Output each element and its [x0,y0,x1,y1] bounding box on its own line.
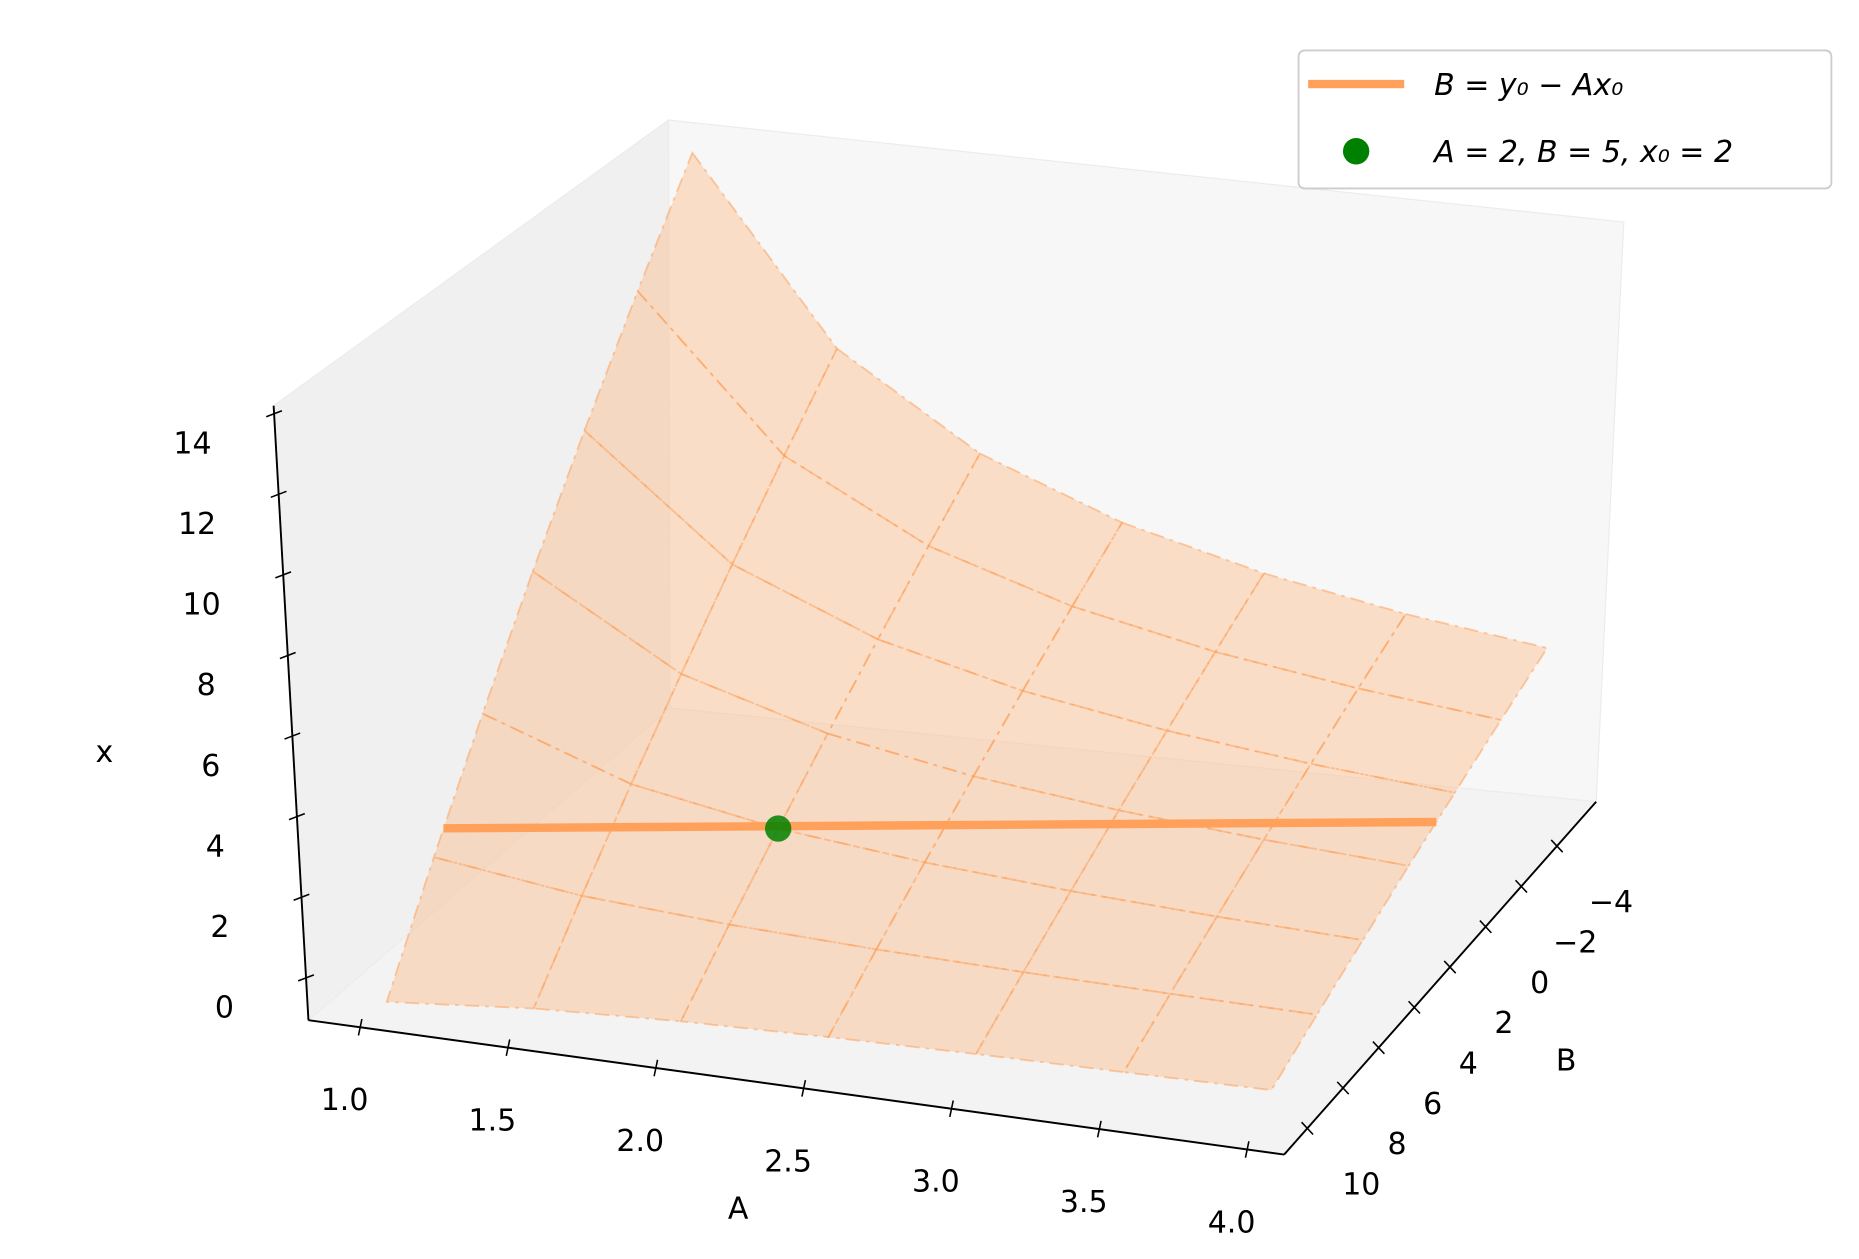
surface-patch [432,712,633,897]
surface-patch [532,894,731,1023]
x-tick-label: 2.0 [616,1124,664,1159]
y-axis-label: B [1556,1044,1577,1079]
x-tick [949,1100,954,1118]
z-tick-label: 8 [197,668,216,703]
x-tick [357,1018,363,1036]
surface-patch [974,971,1172,1074]
side-pane [273,118,671,1022]
surface [385,150,1549,1092]
z-tick-label: 2 [210,910,229,945]
surface-patch [1021,890,1219,995]
y-tick [1372,1041,1385,1055]
surface-patch [1262,762,1457,867]
surface-patch [1215,838,1411,942]
y-tick [1301,1121,1314,1136]
z-tick [297,974,315,982]
series-line [443,817,1437,833]
series-point [764,815,792,842]
y-tick [1479,920,1492,934]
z-tick [265,410,283,418]
legend-swatch [1342,138,1370,165]
x-tick-label: 2.5 [764,1144,812,1179]
y-tick-label: 2 [1494,1006,1513,1041]
z-tick-label: 14 [173,426,211,461]
x-tick-label: 1.0 [321,1083,369,1118]
series [443,815,1437,842]
legend-label: A = 2, B = 5, x₀ = 2 [1432,135,1733,170]
surface-patch [531,428,734,676]
z-tick [279,651,296,660]
axes: 1.01.52.02.53.03.54.0−4−2024681002468101… [173,405,1633,1240]
x-tick [801,1079,807,1097]
z-axis-label: x [96,735,114,770]
surface-patch [1213,572,1408,690]
z-tick-label: 0 [215,991,234,1026]
x-tick [1096,1120,1102,1138]
surface-patch [1165,650,1360,765]
y-tick-label: 10 [1342,1167,1380,1202]
surface-patch [927,452,1124,608]
z-tick-label: 4 [206,829,225,864]
y-tick-label: 6 [1423,1087,1442,1122]
x-tick-label: 4.0 [1208,1205,1256,1240]
y-tick-label: 0 [1530,966,1549,1001]
y-tick-label: 4 [1459,1046,1478,1081]
surface-patch [1168,915,1365,1016]
y-tick [1407,1000,1421,1015]
surface-patch [385,856,584,1010]
surface-patch [826,948,1025,1055]
x-tick-label: 3.5 [1060,1185,1108,1220]
y-tick [1550,839,1564,853]
legend: B = y₀ − Ax₀ A = 2, B = 5, x₀ = 2 [1297,49,1833,190]
y-tick-label: −4 [1589,885,1633,920]
z-tick-label: 12 [178,507,216,542]
legend-label: B = y₀ − Ax₀ [1434,68,1623,103]
surface-patch [1356,612,1549,721]
surface-patch [1117,729,1313,841]
x-tick-label: 1.5 [469,1104,517,1139]
x-tick-label: 3.0 [912,1165,960,1200]
z-tick [284,732,301,740]
surface-patch [1309,687,1503,794]
z-tick [293,893,310,901]
y-axis-line [1283,801,1597,1156]
z-tick [288,812,306,821]
x-tick [653,1059,659,1077]
y-tick-label: 8 [1387,1127,1406,1162]
y-tick-label: −2 [1553,926,1597,961]
surface-patch [1069,809,1266,918]
z-tick [270,490,287,499]
surface-patch [629,672,829,830]
x-tick [505,1039,511,1057]
x-tick [1244,1141,1250,1158]
legend-box [1297,49,1833,190]
x-axis-line [308,1019,1285,1156]
y-tick [1514,879,1528,894]
x-axis-label: A [728,1191,749,1226]
y-tick [1336,1081,1350,1095]
z-tick-label: 6 [201,749,220,784]
y-tick [1443,960,1457,974]
z-tick [275,571,292,579]
z-tick-label: 10 [183,588,221,623]
surface-patch [1122,992,1319,1092]
z-axis-line [272,405,310,1021]
